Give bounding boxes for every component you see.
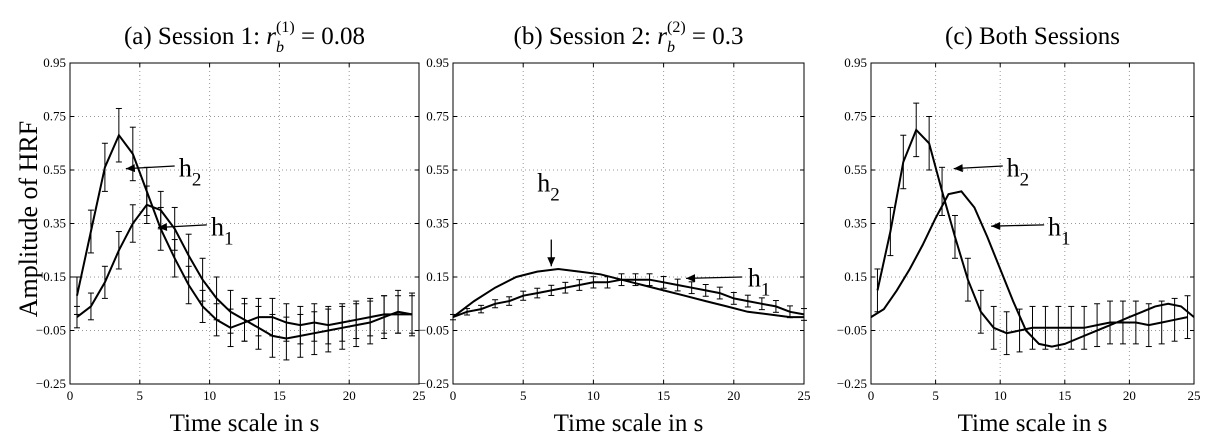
annotation-arrowhead bbox=[991, 221, 1001, 230]
panel-title: (c) Both Sessions bbox=[945, 23, 1120, 50]
annotation-arrowhead bbox=[547, 257, 556, 267]
annotation-label-sub: 2 bbox=[1020, 170, 1029, 191]
x-tick-label: 20 bbox=[727, 388, 740, 403]
y-tick-label: 0.55 bbox=[844, 162, 867, 177]
y-tick-label: 0.95 bbox=[426, 55, 449, 70]
title-sup: (1) bbox=[276, 19, 295, 36]
annotation-label-sub: 1 bbox=[761, 279, 771, 300]
y-tick-label: 0.15 bbox=[43, 269, 66, 284]
x-axis-label: Time scale in s bbox=[958, 410, 1108, 437]
annotation-label-main: h bbox=[1007, 154, 1020, 183]
panel-title: (b) Session 2: rb (2) = 0.3 bbox=[514, 19, 744, 56]
x-tick-label: 25 bbox=[413, 388, 426, 403]
annotation-label: h1 bbox=[748, 263, 771, 300]
x-tick-label: 25 bbox=[798, 388, 811, 403]
x-tick-label: 10 bbox=[994, 388, 1007, 403]
y-tick-label: 0.35 bbox=[844, 216, 867, 231]
y-tick-label: −0.05 bbox=[36, 323, 66, 338]
y-tick-label: 0.75 bbox=[426, 109, 449, 124]
annotation-label: h2 bbox=[537, 168, 560, 205]
annotation-label-sub: 2 bbox=[192, 170, 202, 191]
series-line-h1 bbox=[452, 278, 805, 319]
title-sup: (2) bbox=[667, 19, 686, 36]
y-tick-label: 0.75 bbox=[844, 109, 867, 124]
title-var: r bbox=[266, 23, 276, 50]
x-tick-label: 20 bbox=[343, 388, 356, 403]
series-line-h1 bbox=[870, 190, 1195, 348]
annotation-arrowhead bbox=[686, 274, 696, 283]
y-axis-label: Amplitude of HRF bbox=[14, 120, 43, 318]
x-tick-label: 15 bbox=[657, 388, 670, 403]
y-tick-label: −0.25 bbox=[837, 376, 867, 391]
y-tick-label: 0.75 bbox=[43, 109, 66, 124]
series-line-h2 bbox=[452, 267, 804, 319]
annotation-label-main: h bbox=[211, 213, 224, 242]
annotation-label-main: h bbox=[748, 263, 761, 292]
x-axis-label: Time scale in s bbox=[170, 410, 320, 437]
y-tick-label: −0.25 bbox=[419, 376, 449, 391]
title-value: = 0.08 bbox=[295, 23, 365, 50]
annotation-label: h2 bbox=[1007, 154, 1029, 191]
annotation-arrowhead bbox=[157, 223, 168, 232]
annotation-label-sub: 2 bbox=[550, 184, 560, 205]
y-tick-label: 0.15 bbox=[426, 269, 449, 284]
title-sub: b bbox=[667, 39, 675, 56]
title-prefix: (b) Session 2: bbox=[514, 23, 658, 50]
title-var: r bbox=[657, 23, 667, 50]
annotation-label-main: h bbox=[179, 154, 192, 183]
x-tick-label: 15 bbox=[273, 388, 286, 403]
y-tick-label: 0.95 bbox=[844, 55, 867, 70]
y-tick-label: −0.05 bbox=[419, 323, 449, 338]
x-tick-label: 5 bbox=[520, 388, 527, 403]
y-tick-label: 0.15 bbox=[844, 269, 867, 284]
annotation-label-sub: 1 bbox=[1061, 229, 1071, 250]
annotation-label: h1 bbox=[1048, 213, 1071, 250]
y-tick-label: 0.35 bbox=[426, 216, 449, 231]
x-tick-label: 0 bbox=[868, 388, 875, 403]
x-tick-label: 5 bbox=[932, 388, 939, 403]
y-tick-label: 0.55 bbox=[43, 162, 66, 177]
annotation-arrow bbox=[686, 276, 743, 279]
y-tick-label: −0.05 bbox=[837, 323, 867, 338]
series-line-h2 bbox=[876, 128, 1188, 335]
annotation-label-sub: 1 bbox=[224, 229, 234, 250]
x-tick-label: 10 bbox=[203, 388, 216, 403]
annotation-arrowhead bbox=[125, 164, 136, 173]
x-tick-label: 10 bbox=[587, 388, 600, 403]
x-tick-label: 5 bbox=[137, 388, 144, 403]
title-sub: b bbox=[276, 39, 284, 56]
x-tick-label: 0 bbox=[450, 388, 457, 403]
title-prefix: (a) Session 1: bbox=[124, 23, 266, 50]
y-tick-label: 0.55 bbox=[426, 162, 449, 177]
annotation-label: h2 bbox=[179, 154, 202, 191]
title-value: = 0.3 bbox=[686, 23, 744, 50]
panel-b: (b) Session 2: rb (2) = 0.3 0 5 10 15 20 25 −0.2… bbox=[419, 19, 811, 437]
panel-c: (c) Both Sessions 0 5 10 15 20 25 −0.25 −0.05 0.1… bbox=[837, 23, 1201, 437]
annotation-label-main: h bbox=[1048, 213, 1061, 242]
x-tick-label: 15 bbox=[1058, 388, 1071, 403]
panel-title: (a) Session 1: rb (1) = 0.08 bbox=[124, 19, 365, 56]
x-tick-label: 0 bbox=[67, 388, 74, 403]
annotation-label-main: h bbox=[537, 168, 550, 197]
annotation-arrowhead bbox=[953, 164, 963, 173]
panel-a: (a) Session 1: rb (1) = 0.08 0 5 10 15 20 25 −0.… bbox=[36, 19, 426, 437]
x-tick-label: 20 bbox=[1123, 388, 1136, 403]
x-tick-label: 25 bbox=[1188, 388, 1201, 403]
y-tick-label: 0.35 bbox=[43, 216, 66, 231]
y-tick-label: 0.95 bbox=[43, 55, 66, 70]
x-axis-label: Time scale in s bbox=[554, 410, 704, 437]
y-tick-label: −0.25 bbox=[36, 376, 66, 391]
annotation-label: h1 bbox=[211, 213, 234, 250]
